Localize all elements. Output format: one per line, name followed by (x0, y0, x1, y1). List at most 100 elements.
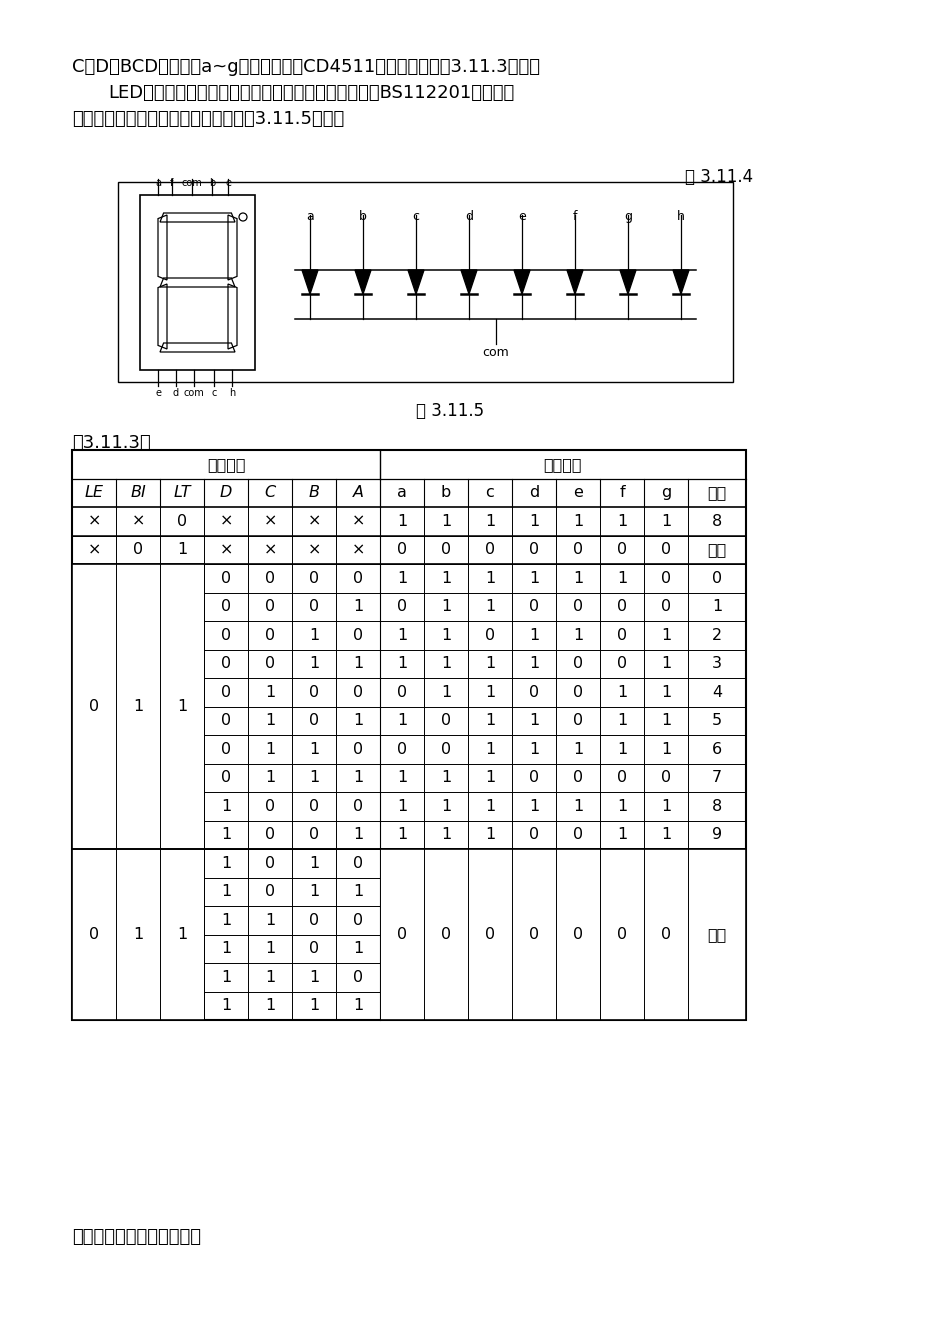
Text: 4: 4 (712, 684, 722, 700)
Text: 8: 8 (712, 798, 722, 813)
Text: 0: 0 (661, 927, 671, 942)
Text: 消隐: 消隐 (708, 927, 727, 942)
Text: 1: 1 (529, 656, 540, 671)
Text: 1: 1 (441, 828, 451, 843)
Text: 消隐: 消隐 (708, 542, 727, 558)
Text: 0: 0 (617, 599, 627, 614)
Text: 三、计算机仿真实验内容：: 三、计算机仿真实验内容： (72, 1228, 201, 1246)
Text: 1: 1 (309, 884, 319, 899)
Text: 0: 0 (573, 684, 583, 700)
Text: 1: 1 (617, 828, 627, 843)
Text: c: c (485, 485, 494, 500)
Text: e: e (518, 210, 526, 223)
Text: 0: 0 (221, 656, 231, 671)
Text: 输　　出: 输 出 (543, 457, 582, 472)
Text: 0: 0 (712, 571, 722, 586)
Text: 0: 0 (265, 884, 275, 899)
Text: 0: 0 (573, 856, 583, 871)
Text: 1: 1 (529, 628, 540, 642)
Bar (380, 849, 746, 1020)
Bar (118, 181, 733, 382)
Text: 0: 0 (529, 856, 539, 871)
Text: 1: 1 (484, 656, 495, 671)
Text: 0: 0 (265, 798, 275, 813)
Text: 1: 1 (352, 941, 363, 956)
Text: g: g (661, 485, 671, 500)
Text: 0: 0 (397, 742, 407, 757)
Text: ×: × (307, 542, 321, 558)
Text: 0: 0 (573, 656, 583, 671)
Text: 图 3.11.5: 图 3.11.5 (416, 402, 484, 419)
Polygon shape (514, 270, 530, 294)
Text: 0: 0 (353, 913, 363, 927)
Text: 1: 1 (484, 599, 495, 614)
Text: f: f (573, 210, 578, 223)
Text: 1: 1 (712, 599, 722, 614)
Text: 1: 1 (220, 856, 231, 871)
Polygon shape (302, 270, 318, 294)
Text: 1: 1 (617, 571, 627, 586)
Text: 1: 1 (265, 999, 275, 1013)
Text: 1: 1 (177, 856, 187, 871)
Text: 1: 1 (177, 927, 187, 942)
Text: 1: 1 (441, 770, 451, 785)
Text: a: a (397, 485, 407, 500)
Text: 0: 0 (441, 856, 451, 871)
Bar (72, 849, 204, 1020)
Text: 1: 1 (265, 941, 275, 956)
Text: LT: LT (173, 485, 191, 500)
Text: 1: 1 (265, 684, 275, 700)
Text: 1: 1 (573, 628, 583, 642)
Text: 0: 0 (529, 542, 539, 558)
Text: 6: 6 (712, 742, 722, 757)
Text: ×: × (307, 513, 321, 528)
Text: 0: 0 (573, 770, 583, 785)
Text: 1: 1 (309, 999, 319, 1013)
Text: ×: × (87, 542, 101, 558)
Text: g: g (624, 210, 632, 223)
Text: com: com (482, 345, 509, 359)
Text: 0: 0 (441, 927, 451, 942)
Text: h: h (677, 210, 685, 223)
Text: 0: 0 (397, 542, 407, 558)
Text: 1: 1 (441, 684, 451, 700)
Text: 1: 1 (617, 513, 627, 528)
Text: 1: 1 (352, 714, 363, 728)
Text: 0: 0 (661, 571, 671, 586)
Text: 1: 1 (484, 828, 495, 843)
Text: b: b (441, 485, 451, 500)
Text: 1: 1 (309, 856, 319, 871)
Text: 0: 0 (265, 571, 275, 586)
Text: 0: 0 (397, 927, 407, 942)
Text: 0: 0 (309, 798, 319, 813)
Text: 0: 0 (529, 684, 539, 700)
Text: 1: 1 (177, 542, 187, 558)
Text: 0: 0 (617, 770, 627, 785)
Text: 0: 0 (573, 599, 583, 614)
Text: 0: 0 (133, 542, 143, 558)
Text: 1: 1 (661, 828, 671, 843)
Text: 1: 1 (309, 628, 319, 642)
Text: 1: 1 (397, 513, 408, 528)
Text: 1: 1 (352, 828, 363, 843)
Text: 0: 0 (309, 599, 319, 614)
Text: 0: 0 (529, 828, 539, 843)
Text: 3: 3 (712, 656, 722, 671)
Text: 1: 1 (220, 798, 231, 813)
Text: 0: 0 (177, 513, 187, 528)
Text: a: a (155, 177, 161, 188)
Text: e: e (225, 177, 231, 188)
Text: 1: 1 (220, 999, 231, 1013)
Text: 0: 0 (661, 542, 671, 558)
Text: 0: 0 (89, 856, 99, 871)
Text: 0: 0 (484, 927, 495, 942)
Text: 1: 1 (484, 571, 495, 586)
Text: 1: 1 (265, 714, 275, 728)
Polygon shape (567, 270, 583, 294)
Text: 0: 0 (617, 856, 627, 871)
Text: 表3.11.3：: 表3.11.3： (72, 434, 151, 452)
Text: 1: 1 (265, 913, 275, 927)
Text: 0: 0 (617, 927, 627, 942)
Text: 0: 0 (397, 599, 407, 614)
Text: ×: × (263, 542, 276, 558)
